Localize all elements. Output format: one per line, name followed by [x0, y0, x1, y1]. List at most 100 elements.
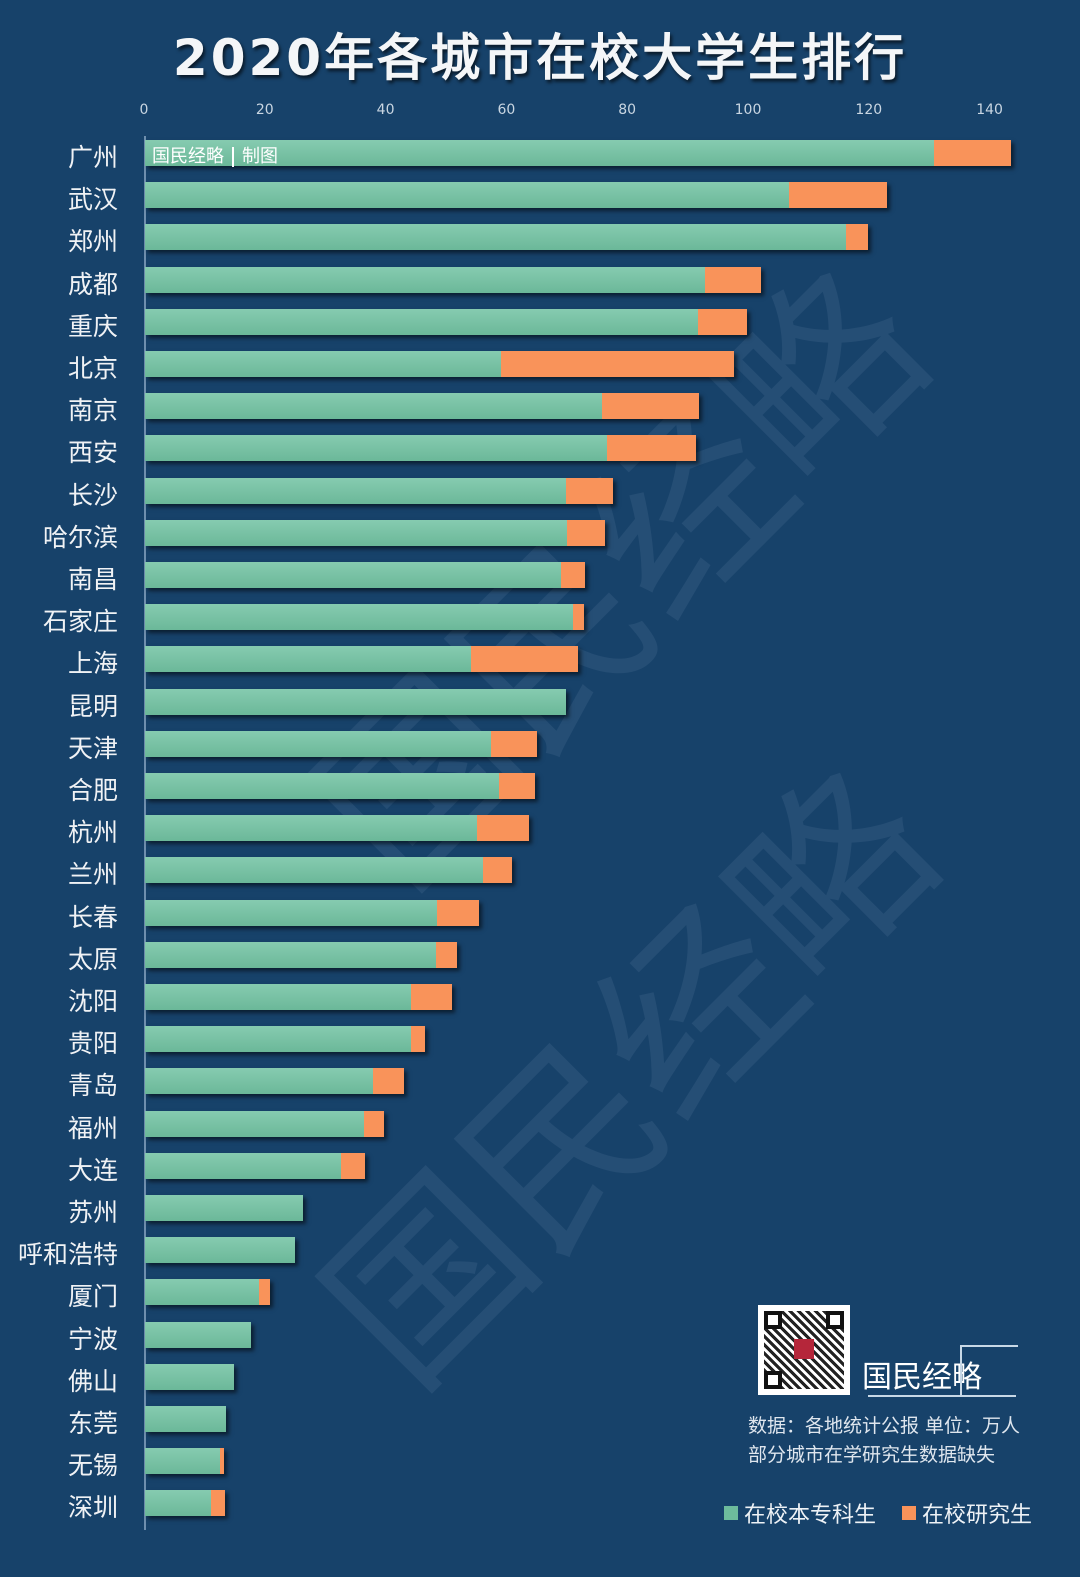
bar-row: 福州	[0, 1105, 1080, 1147]
missing-data-note: 部分城市在学研究生数据缺失	[748, 1444, 996, 1466]
x-axis: 0 20 40 60 80 100 120 140	[0, 102, 1080, 122]
bar-segment-undergrad	[145, 1026, 411, 1053]
bar-segment-undergrad	[145, 1279, 260, 1306]
stacked-bar	[145, 688, 566, 715]
bar-row: 广州 国民经略 制图	[0, 134, 1080, 176]
bar-row: 重庆	[0, 303, 1080, 345]
bar-segment-postgrad	[491, 730, 537, 757]
x-tick-label: 120	[855, 102, 883, 118]
category-label: 武汉	[67, 185, 118, 215]
qr-logo-icon	[794, 1339, 814, 1359]
x-tick-label: 40	[376, 102, 395, 118]
category-label: 哈尔滨	[42, 522, 118, 552]
bar-row: 杭州	[0, 809, 1080, 851]
qr-finder	[764, 1311, 782, 1329]
legend-label: 在校本专科生	[744, 1503, 877, 1528]
bar-segment-postgrad	[561, 562, 585, 588]
bar-segment-undergrad	[145, 688, 566, 715]
stacked-bar	[145, 1406, 226, 1432]
category-label: 兰州	[67, 860, 118, 890]
category-label: 呼和浩特	[17, 1240, 118, 1270]
bar-row: 北京	[0, 345, 1080, 387]
bar-segment-undergrad	[145, 984, 411, 1010]
bar-row: 南昌	[0, 556, 1080, 598]
bar-row: 沈阳	[0, 978, 1080, 1020]
bar-segment-postgrad	[436, 941, 458, 968]
legend-item-undergrad: 在校本专科生	[724, 1497, 876, 1529]
bar-segment-undergrad	[145, 562, 562, 588]
category-label: 西安	[67, 438, 118, 468]
bar-segment-postgrad	[219, 1448, 225, 1475]
bar-segment-postgrad	[483, 857, 513, 884]
bar-row: 天津	[0, 725, 1080, 767]
bar-segment-undergrad	[145, 1068, 373, 1095]
bar-row: 哈尔滨	[0, 514, 1080, 556]
bar-segment-postgrad	[498, 773, 536, 799]
bar-row: 佛山	[0, 1358, 1080, 1400]
stacked-bar	[145, 1279, 270, 1306]
bar-segment-undergrad	[145, 351, 501, 377]
stacked-bar	[145, 393, 699, 420]
category-label: 沈阳	[67, 987, 118, 1016]
bar-row: 成都	[0, 261, 1080, 303]
credit-divider	[232, 147, 234, 167]
bar-row: 南京	[0, 387, 1080, 429]
stacked-bar	[145, 646, 579, 673]
bar-segment-undergrad	[145, 604, 574, 631]
x-tick-label: 60	[497, 102, 516, 118]
bar-segment-postgrad	[846, 224, 868, 251]
bar-segment-undergrad	[145, 140, 934, 166]
bar-segment-postgrad	[436, 899, 479, 926]
category-label: 上海	[67, 649, 118, 679]
bar-segment-postgrad	[788, 182, 887, 209]
bar-segment-undergrad	[145, 646, 472, 673]
bar-segment-undergrad	[145, 435, 608, 462]
bar-segment-undergrad	[145, 519, 568, 546]
qr-code[interactable]	[758, 1305, 850, 1395]
stacked-bar	[145, 224, 868, 251]
bar-row: 深圳	[0, 1484, 1080, 1526]
category-label: 重庆	[67, 311, 118, 341]
bar-row: 郑州	[0, 218, 1080, 260]
category-label: 天津	[67, 733, 118, 763]
category-label: 青岛	[67, 1071, 118, 1101]
stacked-bar	[145, 1110, 385, 1137]
legend-swatch-undergrad	[724, 1506, 738, 1520]
bar-row: 宁波	[0, 1316, 1080, 1358]
stacked-bar	[145, 604, 585, 631]
stacked-bar	[145, 1321, 251, 1348]
category-label: 杭州	[67, 818, 118, 848]
bar-row: 兰州	[0, 851, 1080, 893]
x-tick-label: 140	[976, 102, 1003, 118]
chart-credit: 国民经略 制图	[152, 142, 278, 168]
bar-segment-undergrad	[145, 941, 437, 968]
category-label: 南京	[67, 396, 118, 426]
bar-segment-undergrad	[145, 1110, 365, 1137]
category-label: 郑州	[67, 227, 118, 257]
x-tick-label: 80	[618, 102, 637, 118]
bar-segment-undergrad	[145, 857, 484, 884]
bar-row: 上海	[0, 640, 1080, 682]
bar-segment-undergrad	[145, 1321, 251, 1348]
bar-segment-postgrad	[933, 140, 1012, 166]
bar-row: 东莞	[0, 1400, 1080, 1442]
bar-segment-postgrad	[500, 351, 734, 377]
bar-segment-undergrad	[145, 899, 437, 926]
stacked-bar	[145, 351, 734, 377]
category-label: 太原	[67, 944, 118, 974]
bar-segment-undergrad	[145, 773, 499, 799]
category-label: 南昌	[67, 565, 118, 594]
category-label: 成都	[67, 269, 118, 299]
bar-row: 石家庄	[0, 598, 1080, 640]
bar-segment-postgrad	[602, 393, 699, 420]
bar-segment-undergrad	[145, 1237, 295, 1264]
bar-segment-postgrad	[567, 519, 606, 546]
bar-row: 昆明	[0, 683, 1080, 725]
credit-brand: 国民经略	[152, 146, 224, 167]
bar-row: 苏州	[0, 1189, 1080, 1231]
bar-segment-undergrad	[145, 1363, 234, 1390]
bar-segment-undergrad	[145, 393, 603, 420]
category-label: 北京	[67, 354, 118, 383]
category-label: 长春	[67, 902, 118, 932]
category-label: 大连	[67, 1155, 118, 1185]
